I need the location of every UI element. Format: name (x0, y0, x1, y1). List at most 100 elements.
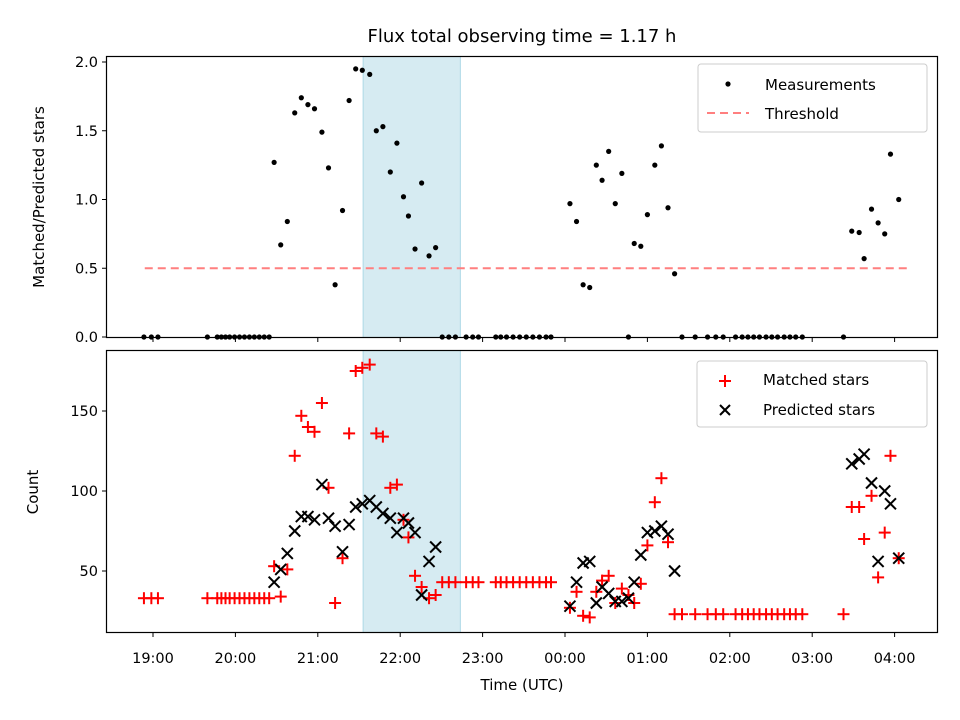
x-tick-label: 20:00 (215, 651, 257, 667)
predicted-star-point (281, 547, 294, 560)
predicted-star-point (342, 518, 356, 531)
predicted-marker-b (315, 478, 329, 491)
predicted-marker-b (595, 580, 609, 594)
measurement-point (868, 206, 875, 212)
measurement-point (599, 177, 605, 183)
x-tick-label: 03:00 (791, 651, 833, 667)
x-tick-label: 23:00 (462, 651, 504, 667)
ratio-y-tick-label: 0.0 (75, 330, 98, 346)
measurement-point (353, 66, 359, 72)
matched-star-point (648, 496, 661, 509)
matched-star-point (865, 489, 878, 502)
matched-star-point (370, 427, 383, 440)
measurement-point (587, 284, 593, 291)
measurement-point (298, 95, 304, 101)
predicted-marker-b (336, 545, 349, 559)
predicted-marker-b (376, 507, 390, 520)
legend-matched-marker (719, 375, 731, 387)
legend-matched-label: Matched stars (763, 371, 869, 389)
measurement-point (593, 162, 599, 168)
predicted-star-point (570, 575, 583, 589)
matched-star-point (570, 585, 583, 598)
legend-threshold-label: Threshold (764, 105, 839, 123)
predicted-star-point (356, 497, 369, 511)
matched-star-point (615, 582, 628, 595)
predicted-marker-b (342, 518, 356, 531)
predicted-marker-b (668, 564, 681, 578)
matched-star-point (409, 569, 422, 582)
matched-star-point (336, 552, 349, 565)
predicted-marker-b (892, 551, 905, 565)
predicted-star-point (641, 526, 654, 539)
predicted-marker-b (865, 476, 878, 490)
count-y-axis-label: Count (24, 470, 42, 515)
predicted-marker-b (878, 484, 891, 498)
measurement-point (433, 245, 439, 251)
ratio-y-tick-label: 1.5 (75, 124, 98, 140)
matched-star-point (641, 539, 654, 552)
predicted-marker-b (308, 513, 321, 527)
predicted-marker-b (871, 555, 885, 568)
predicted-star-point (865, 476, 878, 490)
matched-star-point (853, 501, 866, 513)
measurement-point (359, 67, 365, 73)
measurement-point (319, 129, 325, 135)
predicted-star-point (336, 545, 349, 559)
predicted-star-point (390, 526, 404, 539)
matched-star-point (884, 449, 897, 462)
predicted-marker-b (349, 500, 362, 514)
predicted-star-point (628, 575, 641, 589)
matched-star-point (837, 608, 850, 621)
matched-star-point (583, 611, 596, 624)
measurement-point (849, 228, 855, 234)
predicted-star-point (328, 519, 342, 533)
measurement-point (619, 170, 625, 176)
legend-predicted-label: Predicted stars (763, 401, 875, 419)
matched-star-point (376, 430, 389, 443)
predicted-marker-b (422, 555, 436, 568)
predicted-star-point (871, 555, 885, 568)
predicted-star-point (622, 591, 635, 605)
measurement-point (412, 246, 418, 252)
measurement-point (284, 218, 290, 225)
predicted-marker-b (884, 497, 897, 511)
measurement-point (305, 102, 311, 108)
measurement-point (856, 229, 862, 236)
measurement-point (367, 71, 373, 77)
predicted-star-point (402, 516, 415, 530)
matched-star-point (662, 536, 674, 549)
measurement-point (882, 231, 888, 237)
predicted-marker-b (328, 519, 342, 533)
matched-star-point (274, 590, 287, 603)
matched-star-point (655, 472, 668, 485)
predicted-star-point (661, 527, 675, 541)
predicted-star-point (274, 563, 287, 576)
predicted-star-point (648, 524, 662, 538)
matched-star-point (343, 427, 356, 440)
predicted-marker-b (322, 511, 335, 525)
predicted-star-point (884, 497, 897, 511)
predicted-marker-b (408, 526, 422, 539)
predicted-marker-b (415, 588, 428, 602)
predicted-star-point (301, 510, 315, 523)
matched-star-point (397, 513, 410, 526)
predicted-star-point (583, 555, 596, 568)
predicted-star-point (315, 478, 329, 491)
count-y-tick-label: 100 (70, 484, 98, 500)
count-y-tick-label: 150 (70, 404, 98, 420)
measurement-point (373, 128, 379, 134)
predicted-marker-b (602, 587, 615, 600)
predicted-star-point (668, 564, 681, 578)
count-panel: 50 100 150 19:00 20:00 21:00 22:00 23:00 00:00 0… (24, 349, 939, 694)
measurement-point (638, 243, 644, 249)
measurement-point (426, 253, 432, 259)
measurement-point (400, 194, 407, 200)
predicted-star-point (422, 555, 436, 568)
x-tick-label: 19:00 (132, 651, 174, 667)
measurement-point (332, 282, 338, 288)
measurement-point (325, 165, 332, 171)
x-tick-label: 01:00 (627, 651, 669, 667)
measurement-point (394, 140, 400, 146)
matched-star-point (295, 409, 308, 422)
predicted-star-point (349, 500, 362, 514)
